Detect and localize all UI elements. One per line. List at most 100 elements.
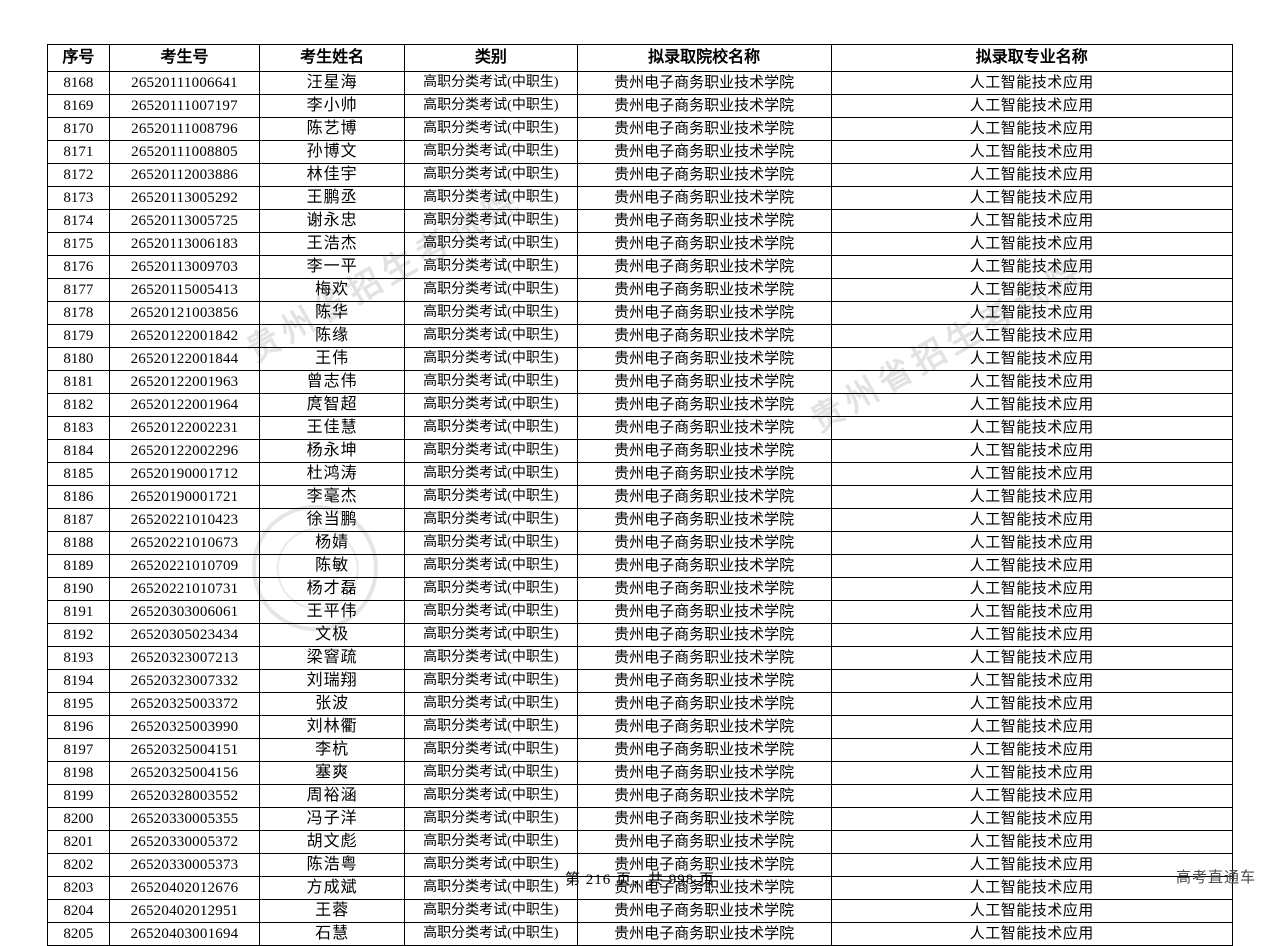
cell-seq: 8183 [47, 416, 110, 440]
cell-exam-id: 26520115005413 [108, 278, 261, 302]
cell-seq: 8195 [47, 692, 110, 716]
table-row: 8180 26520122001844 王伟 高职分类考试(中职生) 贵州电子商务职业技… [47, 347, 1234, 371]
cell-exam-id: 26520323007332 [108, 669, 261, 693]
cell-seq: 8188 [47, 531, 110, 555]
cell-exam-id: 26520122001964 [108, 393, 261, 417]
cell-exam-id: 26520303006061 [108, 600, 261, 624]
cell-exam-id: 26520113005725 [108, 209, 261, 233]
cell-school: 贵州电子商务职业技术学院 [576, 692, 832, 716]
cell-major: 人工智能技术应用 [830, 784, 1234, 808]
cell-major: 人工智能技术应用 [830, 807, 1234, 831]
cell-name: 冯子洋 [259, 807, 405, 831]
cell-name: 杨才磊 [259, 577, 405, 601]
cell-name: 方成斌 [259, 876, 405, 900]
cell-category: 高职分类考试(中职生) [403, 485, 578, 509]
cell-school: 贵州电子商务职业技术学院 [576, 715, 832, 739]
cell-exam-id: 26520121003856 [108, 301, 261, 325]
cell-school: 贵州电子商务职业技术学院 [576, 140, 832, 164]
cell-school: 贵州电子商务职业技术学院 [576, 370, 832, 394]
cell-major: 人工智能技术应用 [830, 140, 1234, 164]
table-row: 8175 26520113006183 王浩杰 高职分类考试(中职生) 贵州电子商务职业… [47, 232, 1234, 256]
cell-name: 陈艺博 [259, 117, 405, 141]
cell-exam-id: 26520325004151 [108, 738, 261, 762]
cell-category: 高职分类考试(中职生) [403, 784, 578, 808]
cell-school: 贵州电子商务职业技术学院 [576, 899, 832, 923]
cell-name: 胡文彪 [259, 830, 405, 854]
cell-major: 人工智能技术应用 [830, 692, 1234, 716]
cell-school: 贵州电子商务职业技术学院 [576, 669, 832, 693]
cell-major: 人工智能技术应用 [830, 278, 1234, 302]
cell-name: 杨婧 [259, 531, 405, 555]
cell-major: 人工智能技术应用 [830, 922, 1234, 946]
cell-exam-id: 26520190001712 [108, 462, 261, 486]
cell-seq: 8202 [47, 853, 110, 877]
cell-exam-id: 26520403001694 [108, 922, 261, 946]
cell-seq: 8186 [47, 485, 110, 509]
cell-category: 高职分类考试(中职生) [403, 462, 578, 486]
cell-category: 高职分类考试(中职生) [403, 623, 578, 647]
table-header: 序号 考生号 考生姓名 类别 拟录取院校名称 拟录取专业名称 [47, 44, 1234, 72]
table-row: 8196 26520325003990 刘林衢 高职分类考试(中职生) 贵州电子商务职业… [47, 715, 1234, 739]
cell-major: 人工智能技术应用 [830, 531, 1234, 555]
cell-name: 陈缘 [259, 324, 405, 348]
cell-exam-id: 26520323007213 [108, 646, 261, 670]
cell-major: 人工智能技术应用 [830, 715, 1234, 739]
cell-school: 贵州电子商务职业技术学院 [576, 508, 832, 532]
table-row: 8168 26520111006641 汪星海 高职分类考试(中职生) 贵州电子商务职业… [47, 71, 1234, 95]
cell-school: 贵州电子商务职业技术学院 [576, 347, 832, 371]
cell-category: 高职分类考试(中职生) [403, 416, 578, 440]
cell-name: 曾志伟 [259, 370, 405, 394]
table-row: 8200 26520330005355 冯子洋 高职分类考试(中职生) 贵州电子商务职业… [47, 807, 1234, 831]
cell-category: 高职分类考试(中职生) [403, 370, 578, 394]
cell-category: 高职分类考试(中职生) [403, 117, 578, 141]
cell-seq: 8197 [47, 738, 110, 762]
cell-seq: 8201 [47, 830, 110, 854]
cell-seq: 8173 [47, 186, 110, 210]
cell-school: 贵州电子商务职业技术学院 [576, 922, 832, 946]
cell-category: 高职分类考试(中职生) [403, 899, 578, 923]
cell-exam-id: 26520221010673 [108, 531, 261, 555]
cell-exam-id: 26520305023434 [108, 623, 261, 647]
cell-major: 人工智能技术应用 [830, 324, 1234, 348]
cell-exam-id: 26520330005373 [108, 853, 261, 877]
column-header-exam-id: 考生号 [108, 44, 261, 72]
cell-exam-id: 26520330005355 [108, 807, 261, 831]
cell-major: 人工智能技术应用 [830, 232, 1234, 256]
table-row: 8176 26520113009703 李一平 高职分类考试(中职生) 贵州电子商务职业… [47, 255, 1234, 279]
cell-exam-id: 26520402012676 [108, 876, 261, 900]
cell-school: 贵州电子商务职业技术学院 [576, 462, 832, 486]
cell-name: 文极 [259, 623, 405, 647]
cell-major: 人工智能技术应用 [830, 853, 1234, 877]
cell-seq: 8185 [47, 462, 110, 486]
cell-seq: 8170 [47, 117, 110, 141]
cell-name: 徐当鹏 [259, 508, 405, 532]
cell-category: 高职分类考试(中职生) [403, 692, 578, 716]
cell-major: 人工智能技术应用 [830, 416, 1234, 440]
cell-name: 李毫杰 [259, 485, 405, 509]
cell-seq: 8204 [47, 899, 110, 923]
cell-exam-id: 26520221010731 [108, 577, 261, 601]
cell-category: 高职分类考试(中职生) [403, 922, 578, 946]
cell-major: 人工智能技术应用 [830, 646, 1234, 670]
cell-name: 王蓉 [259, 899, 405, 923]
cell-major: 人工智能技术应用 [830, 255, 1234, 279]
cell-name: 刘林衢 [259, 715, 405, 739]
cell-category: 高职分类考试(中职生) [403, 163, 578, 187]
cell-major: 人工智能技术应用 [830, 600, 1234, 624]
table-row: 8191 26520303006061 王平伟 高职分类考试(中职生) 贵州电子商务职业… [47, 600, 1234, 624]
cell-exam-id: 26520111006641 [108, 71, 261, 95]
cell-exam-id: 26520402012951 [108, 899, 261, 923]
cell-name: 张波 [259, 692, 405, 716]
cell-category: 高职分类考试(中职生) [403, 830, 578, 854]
cell-category: 高职分类考试(中职生) [403, 853, 578, 877]
cell-category: 高职分类考试(中职生) [403, 324, 578, 348]
cell-name: 汪星海 [259, 71, 405, 95]
cell-major: 人工智能技术应用 [830, 462, 1234, 486]
cell-seq: 8189 [47, 554, 110, 578]
cell-school: 贵州电子商务职业技术学院 [576, 163, 832, 187]
cell-seq: 8180 [47, 347, 110, 371]
cell-school: 贵州电子商务职业技术学院 [576, 807, 832, 831]
cell-name: 塞爽 [259, 761, 405, 785]
table-row: 8169 26520111007197 李小帅 高职分类考试(中职生) 贵州电子商务职业… [47, 94, 1234, 118]
admission-roster-table: 序号 考生号 考生姓名 类别 拟录取院校名称 拟录取专业名称 8168 26520… [47, 44, 1234, 946]
